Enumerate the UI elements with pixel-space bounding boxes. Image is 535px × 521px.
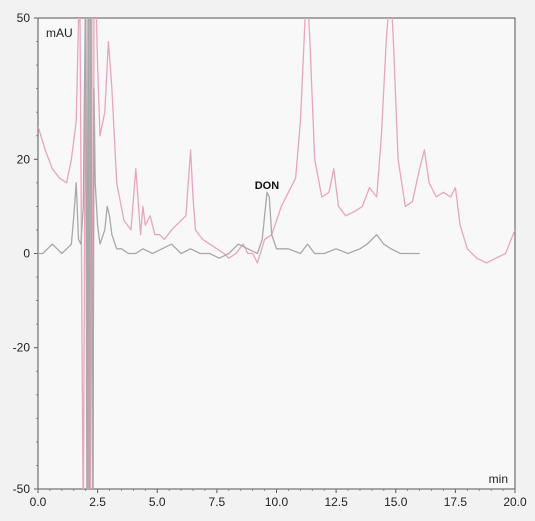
y-tick-label: 0 bbox=[23, 247, 30, 261]
y-tick-label: 50 bbox=[17, 11, 31, 25]
y-tick-label: -20 bbox=[13, 341, 31, 355]
y-tick-label: 20 bbox=[17, 152, 31, 166]
y-axis-label: mAU bbox=[46, 26, 73, 40]
peak-annotation: DON bbox=[255, 180, 280, 192]
annotations: DON bbox=[255, 180, 280, 192]
x-tick-label: 12.5 bbox=[324, 495, 348, 509]
x-axis-ticks: 0.0 2.5 5.0 7.5 10.0 12.5 15.0 17.5 20.0 bbox=[30, 489, 527, 509]
x-tick-label: 17.5 bbox=[444, 495, 468, 509]
x-tick-label: 0.0 bbox=[30, 495, 47, 509]
x-tick-label: 5.0 bbox=[149, 495, 166, 509]
x-tick-label: 20.0 bbox=[503, 495, 527, 509]
plot-area bbox=[37, 17, 516, 490]
x-tick-label: 7.5 bbox=[209, 495, 226, 509]
series-group bbox=[38, 18, 515, 489]
series-line-1 bbox=[38, 18, 515, 489]
x-tick-label: 10.0 bbox=[265, 495, 289, 509]
y-tick-label: -50 bbox=[13, 482, 31, 496]
x-tick-label: 2.5 bbox=[89, 495, 106, 509]
x-tick-label: 15.0 bbox=[384, 495, 408, 509]
y-axis-ticks: 50 20 0 -20 -50 bbox=[13, 11, 38, 496]
x-axis-label: min bbox=[489, 472, 508, 486]
series-line-2 bbox=[38, 18, 420, 489]
